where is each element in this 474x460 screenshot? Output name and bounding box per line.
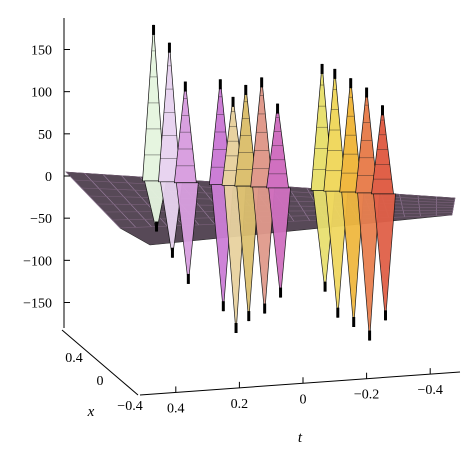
z-tick-label: 50 (38, 128, 52, 143)
z-tick-label: 150 (31, 44, 52, 59)
x-tick-label: −0.4 (117, 399, 142, 414)
z-tick-label: −100 (23, 254, 52, 269)
spike-down (373, 193, 396, 321)
mesh-line (417, 195, 421, 217)
surface-mesh (65, 24, 456, 341)
mesh-line (399, 194, 405, 217)
mesh-line (288, 186, 310, 221)
t-tick-label: 0.2 (231, 397, 249, 412)
z-tick-label: 100 (31, 86, 52, 101)
t-tick-label: −0.2 (354, 388, 379, 403)
mesh-line (102, 174, 152, 227)
t-axis-ticks: 0.4 0.2 0 −0.2 −0.4 (167, 368, 443, 416)
spike-down (341, 191, 365, 328)
spike-down (175, 182, 199, 284)
mesh-line (121, 175, 168, 227)
z-axis-ticks: 150 100 50 0 −50 −100 −150 (23, 44, 70, 312)
z-tick-label: −50 (30, 212, 52, 227)
x-axis-ticks: 0.4 0 −0.4 (65, 351, 142, 414)
z-tick-label: 0 (45, 170, 52, 185)
t-axis-title: t (298, 430, 303, 446)
spike-down (252, 186, 276, 314)
spike-down (236, 185, 260, 322)
x-tick-label: 0.4 (65, 351, 83, 366)
spike-down (325, 190, 349, 318)
mesh-line (84, 173, 137, 228)
x-axis-line (61, 329, 139, 396)
mesh-line (65, 171, 121, 229)
axes: 150 100 50 0 −50 −100 −150 0.4 0 −0.4 0.4 0.2 0 −0.… (23, 18, 461, 446)
mesh-line (451, 197, 456, 216)
z-tick-label: −150 (23, 297, 52, 312)
t-axis-line (139, 371, 461, 396)
spike-down (160, 181, 183, 258)
spike-down (357, 192, 380, 341)
t-tick-label: 0 (300, 392, 307, 407)
x-axis-title: x (87, 404, 95, 420)
t-tick-label: 0.4 (167, 401, 185, 416)
spike-down (144, 180, 167, 232)
x-tick-label: 0 (97, 374, 104, 389)
spike-down (268, 187, 291, 298)
t-tick-label: −0.4 (417, 383, 442, 398)
